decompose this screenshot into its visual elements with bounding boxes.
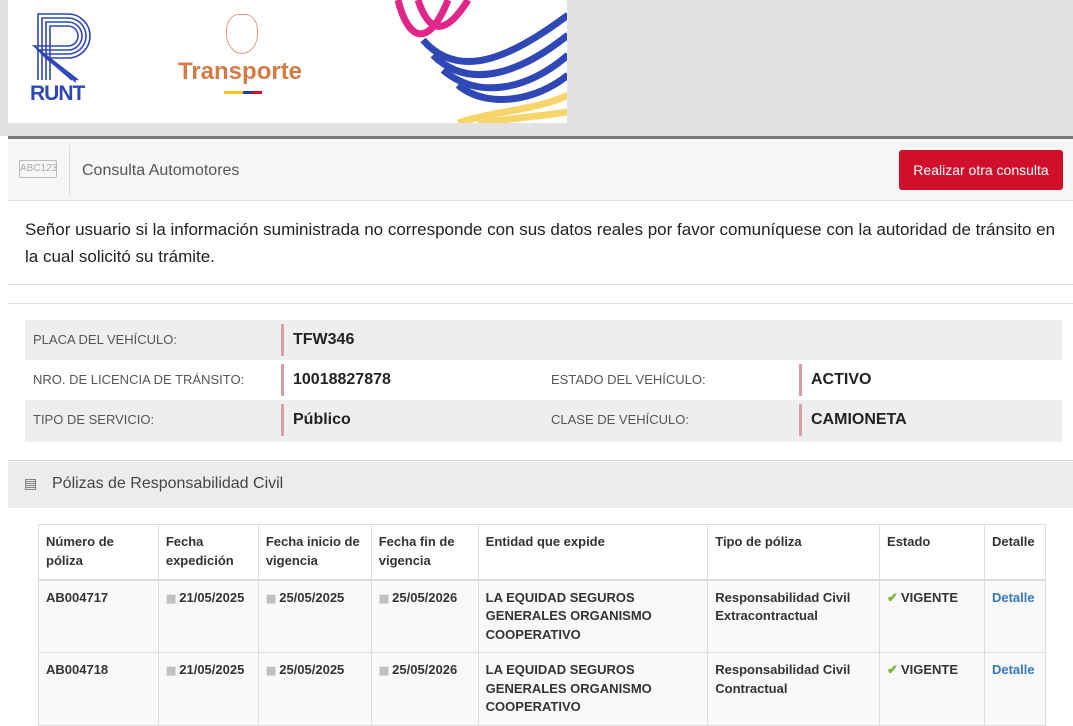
license-label: NRO. DE LICENCIA DE TRÁNSITO:: [33, 372, 245, 387]
policy-number: AB004718: [38, 652, 159, 726]
table-header-row: Número de póliza Fecha expedición Fecha …: [38, 524, 1047, 581]
detail-link[interactable]: Detalle: [991, 662, 1035, 677]
list-icon: ▤: [24, 475, 38, 491]
status-label: ESTADO DEL VEHÍCULO:: [551, 372, 706, 387]
vehicle-info: PLACA DEL VEHÍCULO: TFW346 NRO. DE LICEN…: [25, 320, 1062, 442]
policy-type: Responsabilidad Civil Contractual: [707, 652, 881, 726]
column-header: Detalle: [983, 524, 1047, 581]
status-badge: VIGENTE: [900, 589, 959, 605]
detail-cell: Detalle: [983, 652, 1047, 726]
start-date: 25/05/2025: [279, 589, 345, 605]
end-date: 25/05/2026: [392, 589, 458, 605]
calendar-icon: ▦: [165, 665, 177, 677]
check-circle-icon: ✔: [887, 662, 898, 677]
check-circle-icon: ✔: [887, 589, 898, 605]
plate-label: PLACA DEL VEHÍCULO:: [33, 332, 178, 347]
title-bar: ABC123 Consulta Automotores Realizar otr…: [8, 139, 1073, 201]
end-cell: ▦ 25/05/2026: [370, 652, 479, 726]
policy-number: AB004717: [38, 579, 159, 653]
detail-link[interactable]: Detalle: [991, 589, 1035, 605]
status-badge: VIGENTE: [900, 662, 959, 677]
calendar-icon: ▦: [165, 592, 177, 605]
notice-text: Señor usuario si la información suminist…: [8, 201, 1073, 285]
service-label: TIPO DE SERVICIO:: [33, 412, 155, 427]
section-title: Pólizas de Responsabilidad Civil: [52, 475, 284, 492]
info-row: NRO. DE LICENCIA DE TRÁNSITO: 1001882787…: [25, 360, 1062, 400]
column-header: Fecha inicio de vigencia: [257, 524, 372, 581]
flag-stripe: [224, 91, 262, 94]
start-cell: ▦ 25/05/2025: [257, 652, 372, 726]
divider: [8, 460, 1073, 461]
class-value: CAMIONETA: [799, 404, 907, 436]
column-header: Fecha expedición: [157, 524, 259, 581]
status-cell: ✔ VIGENTE: [879, 579, 985, 653]
license-plate-icon: ABC123: [19, 160, 57, 178]
table-row: AB004717 ▦ 21/05/2025 ▦ 25/05/2025 ▦ 25/05/…: [38, 579, 1047, 653]
service-value: Público: [281, 404, 351, 436]
issued-cell: ▦ 21/05/2025: [157, 652, 259, 726]
page-title: Consulta Automotores: [82, 162, 240, 179]
ministry-logo-text: Transporte: [178, 58, 303, 85]
license-value: 10018827878: [281, 364, 391, 396]
end-date: 25/05/2026: [392, 662, 458, 677]
column-header: Fecha fin de vigencia: [370, 524, 479, 581]
divider: [8, 136, 1073, 139]
end-cell: ▦ 25/05/2026: [370, 579, 479, 653]
policies-table: Número de póliza Fecha expedición Fecha …: [38, 524, 1047, 726]
divider: [8, 303, 1073, 304]
runt-logo-icon: [31, 13, 91, 83]
column-header: Entidad que expide: [477, 524, 709, 581]
divider: [69, 145, 70, 195]
calendar-icon: ▦: [378, 665, 390, 677]
new-query-button[interactable]: Realizar otra consulta: [899, 150, 1063, 190]
section-header: ▤ Pólizas de Responsabilidad Civil: [8, 462, 1073, 508]
issued-date: 21/05/2025: [179, 662, 245, 677]
calendar-icon: ▦: [265, 665, 277, 677]
status-value: ACTIVO: [799, 364, 871, 396]
policy-type: Responsabilidad Civil Extracontractual: [707, 579, 881, 653]
table-row: AB004718 ▦ 21/05/2025 ▦ 25/05/2025 ▦ 25/05/…: [38, 652, 1047, 726]
entity: LA EQUIDAD SEGUROS GENERALES ORGANISMO C…: [477, 652, 709, 726]
info-row: TIPO DE SERVICIO: Público CLASE DE VEHÍC…: [25, 400, 1062, 442]
column-header: Número de póliza: [38, 524, 159, 581]
plate-value: TFW346: [281, 324, 354, 356]
issued-cell: ▦ 21/05/2025: [157, 579, 259, 653]
issued-date: 21/05/2025: [179, 589, 245, 605]
runt-logo-text: RUNT: [30, 82, 85, 105]
calendar-icon: ▦: [378, 592, 390, 605]
calendar-icon: ▦: [265, 592, 277, 605]
entity: LA EQUIDAD SEGUROS GENERALES ORGANISMO C…: [477, 579, 709, 653]
column-header: Tipo de póliza: [707, 524, 881, 581]
detail-cell: Detalle: [983, 579, 1047, 653]
info-row: PLACA DEL VEHÍCULO: TFW346: [25, 320, 1062, 360]
start-date: 25/05/2025: [279, 662, 345, 677]
start-cell: ▦ 25/05/2025: [257, 579, 372, 653]
decorative-ribbon-graphic: [394, 0, 567, 123]
header-banner: RUNT Transporte: [8, 0, 567, 123]
coat-of-arms-icon: [226, 14, 258, 54]
class-label: CLASE DE VEHÍCULO:: [551, 412, 689, 427]
column-header: Estado: [879, 524, 985, 581]
status-cell: ✔ VIGENTE: [879, 652, 985, 726]
